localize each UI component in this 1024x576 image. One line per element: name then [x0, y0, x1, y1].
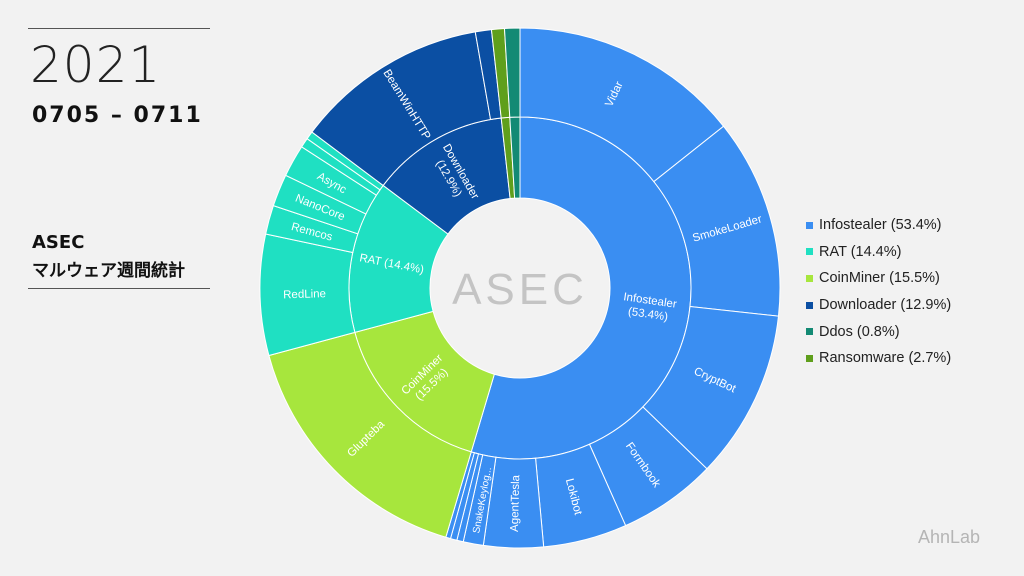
legend-swatch — [806, 301, 813, 309]
legend-item-ransomware[interactable]: Ransomware (2.7%) — [806, 345, 951, 372]
bottom-rule — [28, 288, 210, 289]
legend-item-downloader[interactable]: Downloader (12.9%) — [806, 292, 951, 319]
legend-label: Ransomware (2.7%) — [819, 350, 952, 367]
legend-label: RAT (14.4%) — [819, 243, 902, 260]
year-title: 2021 — [30, 36, 162, 94]
slice-label: RedLine — [283, 288, 326, 301]
legend-swatch — [806, 274, 813, 282]
ahnlab-logo: AhnLab — [918, 527, 981, 547]
asec-logo: ASEC — [452, 265, 588, 314]
legend-swatch — [806, 354, 813, 362]
top-rule — [28, 28, 210, 29]
legend-label: Downloader (12.9%) — [819, 297, 952, 314]
legend: Infostealer (53.4%) RAT (14.4%) CoinMiner … — [806, 212, 951, 372]
legend-item-infostealer[interactable]: Infostealer (53.4%) — [806, 212, 951, 239]
legend-item-ddos[interactable]: Ddos (0.8%) — [806, 318, 951, 345]
legend-swatch — [806, 221, 813, 229]
legend-item-coinminer[interactable]: CoinMiner (15.5%) — [806, 265, 951, 292]
legend-swatch — [806, 248, 813, 256]
slice-label: AgentTesla — [509, 474, 522, 532]
legend-label: Ddos (0.8%) — [819, 323, 900, 340]
legend-label: Infostealer (53.4%) — [819, 217, 942, 234]
legend-swatch — [806, 328, 813, 336]
subtitle-asec: ASEC — [32, 232, 85, 253]
category-label: Infostealer(53.4%) — [621, 291, 678, 324]
outer-slice-ddos-other[interactable] — [503, 27, 521, 118]
legend-item-rat[interactable]: RAT (14.4%) — [806, 239, 951, 266]
subtitle-weekly-stats: マルウェア週間統計 — [32, 261, 185, 281]
date-range: 0705 – 0711 — [32, 103, 203, 128]
legend-label: CoinMiner (15.5%) — [819, 270, 940, 287]
